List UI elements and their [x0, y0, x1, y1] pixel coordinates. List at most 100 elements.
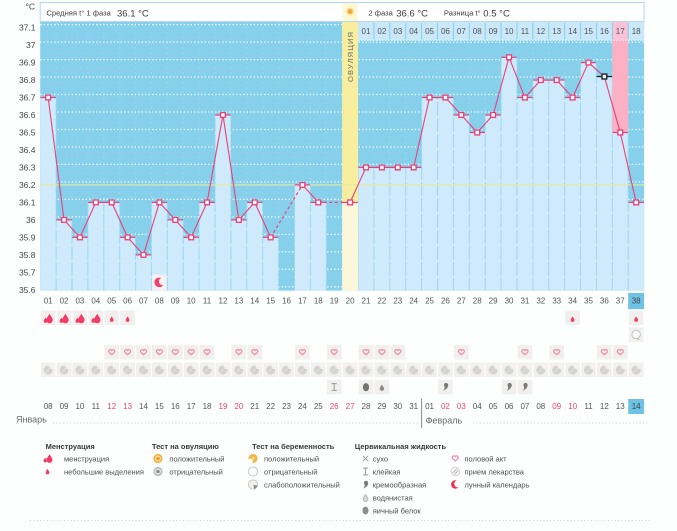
- svg-text:12: 12: [600, 402, 609, 411]
- svg-text:29: 29: [377, 402, 386, 411]
- svg-text:10: 10: [187, 297, 196, 306]
- svg-text:04: 04: [91, 297, 100, 306]
- svg-text:положительный: положительный: [264, 454, 319, 463]
- svg-text:36: 36: [600, 297, 609, 306]
- svg-text:37: 37: [616, 297, 625, 306]
- svg-text:26: 26: [441, 297, 450, 306]
- svg-text:36.1: 36.1: [19, 197, 36, 207]
- svg-text:05: 05: [489, 402, 498, 411]
- svg-text:менструация: менструация: [64, 454, 109, 463]
- svg-text:10: 10: [505, 27, 514, 36]
- svg-text:06: 06: [123, 297, 132, 306]
- svg-text:24: 24: [298, 402, 307, 411]
- svg-text:03: 03: [457, 402, 466, 411]
- svg-text:небольшие выделения: небольшие выделения: [64, 467, 144, 476]
- svg-text:07: 07: [457, 27, 466, 36]
- svg-text:25: 25: [314, 402, 323, 411]
- svg-text:08: 08: [44, 402, 53, 411]
- svg-text:36.3: 36.3: [19, 162, 36, 172]
- svg-text:07: 07: [139, 297, 148, 306]
- svg-text:20: 20: [234, 402, 243, 411]
- svg-text:15: 15: [584, 27, 593, 36]
- svg-text:06: 06: [441, 27, 450, 36]
- svg-text:08: 08: [155, 297, 164, 306]
- svg-text:38: 38: [632, 297, 641, 306]
- svg-text:14: 14: [139, 402, 148, 411]
- svg-text:36.9: 36.9: [19, 58, 36, 68]
- svg-text:Тест на беременность: Тест на беременность: [252, 442, 335, 451]
- svg-text:водянистая: водянистая: [373, 493, 413, 502]
- svg-text:29: 29: [489, 297, 498, 306]
- svg-text:09: 09: [489, 27, 498, 36]
- svg-text:36: 36: [26, 215, 36, 225]
- svg-text:ОВУЛЯЦИЯ: ОВУЛЯЦИЯ: [346, 31, 355, 82]
- svg-text:слабоположительный: слабоположительный: [264, 480, 340, 489]
- svg-text:19: 19: [330, 297, 339, 306]
- svg-text:16: 16: [600, 27, 609, 36]
- svg-text:положительный: положительный: [169, 454, 224, 463]
- svg-text:Тест на овуляцию: Тест на овуляцию: [152, 442, 219, 451]
- svg-text:19: 19: [219, 402, 228, 411]
- svg-text:прием лекарства: прием лекарства: [465, 467, 525, 476]
- svg-text:0.5 °C: 0.5 °C: [483, 9, 510, 20]
- svg-text:08: 08: [473, 27, 482, 36]
- svg-text:16: 16: [282, 297, 291, 306]
- svg-text:27: 27: [457, 297, 466, 306]
- svg-text:02: 02: [441, 402, 450, 411]
- svg-text:36.6: 36.6: [19, 110, 36, 120]
- svg-text:отрицательный: отрицательный: [264, 467, 317, 476]
- svg-text:11: 11: [203, 297, 212, 306]
- svg-text:35: 35: [584, 297, 593, 306]
- svg-text:09: 09: [60, 402, 69, 411]
- svg-text:28: 28: [362, 402, 371, 411]
- svg-text:09: 09: [552, 402, 561, 411]
- svg-text:Цервикальная жидкость: Цервикальная жидкость: [355, 442, 447, 451]
- svg-text:31: 31: [409, 402, 418, 411]
- svg-text:25: 25: [425, 297, 434, 306]
- svg-text:35.6: 35.6: [19, 285, 36, 295]
- svg-text:02: 02: [377, 27, 386, 36]
- svg-text:35.9: 35.9: [19, 232, 36, 242]
- svg-text:10: 10: [568, 402, 577, 411]
- svg-text:14: 14: [632, 402, 641, 411]
- svg-text:27: 27: [346, 402, 355, 411]
- svg-text:лунный календарь: лунный календарь: [465, 480, 530, 489]
- svg-text:04: 04: [473, 402, 482, 411]
- svg-text:12: 12: [219, 297, 228, 306]
- svg-text:15: 15: [266, 297, 275, 306]
- svg-text:35.8: 35.8: [19, 250, 36, 260]
- svg-text:30: 30: [505, 297, 514, 306]
- svg-text:03: 03: [393, 27, 402, 36]
- svg-text:31: 31: [520, 297, 529, 306]
- svg-text:11: 11: [521, 27, 530, 36]
- svg-text:17: 17: [298, 297, 307, 306]
- svg-text:23: 23: [393, 297, 402, 306]
- svg-text:яичный белок: яичный белок: [373, 506, 422, 515]
- svg-text:21: 21: [250, 402, 259, 411]
- svg-text:36.6 °C: 36.6 °C: [396, 9, 428, 20]
- svg-text:07: 07: [520, 402, 529, 411]
- svg-text:22: 22: [377, 297, 386, 306]
- svg-text:01: 01: [44, 297, 53, 306]
- svg-text:08: 08: [536, 402, 545, 411]
- svg-text:36.8: 36.8: [19, 75, 36, 85]
- svg-text:23: 23: [282, 402, 291, 411]
- svg-text:32: 32: [536, 297, 545, 306]
- svg-text:18: 18: [314, 297, 323, 306]
- svg-text:18: 18: [632, 27, 641, 36]
- svg-text:отрицательный: отрицательный: [169, 467, 222, 476]
- svg-text:03: 03: [75, 297, 84, 306]
- svg-text:37: 37: [26, 40, 36, 50]
- svg-text:28: 28: [473, 297, 482, 306]
- svg-text:34: 34: [568, 297, 577, 306]
- svg-text:кремообразная: кремообразная: [373, 480, 427, 489]
- svg-text:36.1 °C: 36.1 °C: [117, 9, 149, 20]
- svg-text:13: 13: [616, 402, 625, 411]
- svg-text:21: 21: [362, 297, 371, 306]
- svg-text:11: 11: [584, 402, 593, 411]
- svg-text:11: 11: [92, 402, 101, 411]
- svg-text:09: 09: [171, 297, 180, 306]
- svg-text:клейкая: клейкая: [373, 467, 401, 476]
- svg-text:17: 17: [187, 402, 196, 411]
- svg-text:13: 13: [123, 402, 132, 411]
